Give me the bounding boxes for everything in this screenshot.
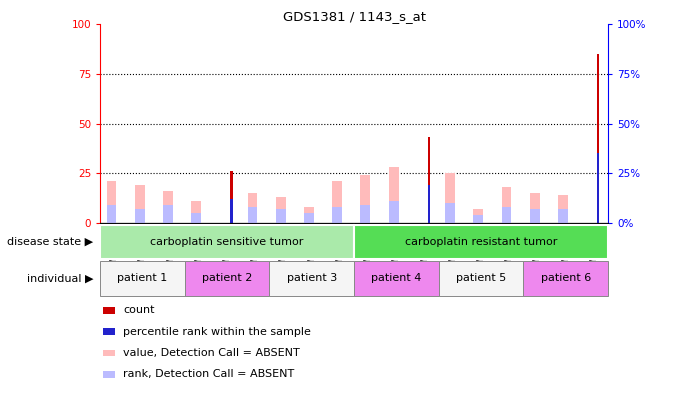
Bar (597, 54, 599, 223)
Bar (163, 191, 173, 223)
Bar (106, 181, 116, 223)
Bar (558, 209, 568, 223)
Bar (304, 213, 314, 223)
Bar (445, 173, 455, 223)
Bar (163, 205, 173, 223)
Bar (597, 153, 599, 223)
Text: patient 6: patient 6 (540, 273, 591, 283)
Bar (135, 185, 144, 223)
Bar (473, 209, 483, 223)
Bar (276, 209, 285, 223)
Text: carboplatin sensitive tumor: carboplatin sensitive tumor (151, 237, 304, 247)
Text: percentile rank within the sample: percentile rank within the sample (123, 326, 311, 337)
Bar (100, 223, 608, 253)
Bar (530, 193, 540, 223)
Bar (191, 201, 201, 223)
Bar (103, 350, 115, 356)
Text: carboplatin resistant tumor: carboplatin resistant tumor (405, 237, 558, 247)
Bar (100, 261, 184, 296)
Bar (247, 193, 258, 223)
Bar (100, 225, 354, 259)
Bar (106, 205, 116, 223)
Text: patient 5: patient 5 (456, 273, 507, 283)
Bar (502, 207, 511, 223)
Bar (103, 307, 115, 314)
Bar (361, 205, 370, 223)
Bar (389, 167, 399, 223)
Text: patient 1: patient 1 (117, 273, 168, 283)
Bar (439, 261, 524, 296)
Bar (230, 199, 233, 223)
Bar (276, 197, 285, 223)
Text: individual ▶: individual ▶ (27, 273, 93, 283)
Bar (524, 261, 608, 296)
Bar (502, 187, 511, 223)
Bar (354, 225, 608, 259)
Bar (445, 203, 455, 223)
Bar (428, 185, 430, 223)
Bar (361, 175, 370, 223)
Bar (473, 215, 483, 223)
Text: rank, Detection Call = ABSENT: rank, Detection Call = ABSENT (123, 369, 294, 379)
Bar (269, 261, 354, 296)
Text: value, Detection Call = ABSENT: value, Detection Call = ABSENT (123, 348, 300, 358)
Text: patient 3: patient 3 (287, 273, 337, 283)
Bar (354, 261, 439, 296)
Bar (103, 328, 115, 335)
Bar (135, 209, 144, 223)
Bar (530, 209, 540, 223)
Bar (558, 195, 568, 223)
Bar (230, 171, 233, 223)
Title: GDS1381 / 1143_s_at: GDS1381 / 1143_s_at (283, 10, 426, 23)
Text: count: count (123, 305, 155, 315)
Bar (389, 201, 399, 223)
Bar (247, 207, 258, 223)
Text: disease state ▶: disease state ▶ (7, 237, 93, 247)
Text: patient 2: patient 2 (202, 273, 252, 283)
Bar (428, 137, 430, 223)
Text: patient 4: patient 4 (371, 273, 422, 283)
Bar (332, 181, 342, 223)
Bar (103, 371, 115, 378)
Bar (304, 207, 314, 223)
Bar (191, 213, 201, 223)
Bar (332, 207, 342, 223)
Bar (184, 261, 269, 296)
